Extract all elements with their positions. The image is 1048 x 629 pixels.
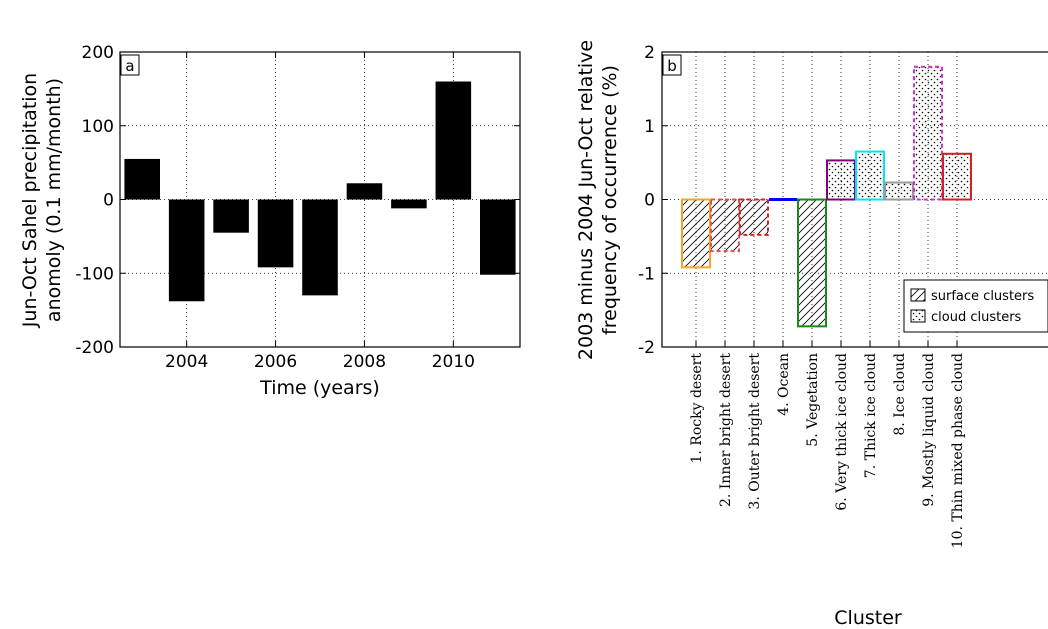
panel-a-label-box: a: [120, 54, 140, 76]
category-label: 4. Ocean: [776, 353, 792, 416]
y-tick-label: -1: [638, 264, 655, 284]
panel-b-label-box: b: [662, 54, 682, 76]
panel-b-frame: [661, 51, 1048, 348]
bar: [302, 199, 338, 296]
category-label: 8. Ice cloud: [892, 353, 908, 436]
x-tick-label: 2008: [343, 352, 386, 372]
y-tick-label: -200: [75, 338, 114, 358]
legend-label-cloud: cloud clusters: [931, 310, 1022, 325]
category-label: 3. Outer bright desert: [747, 353, 763, 510]
panel-b-legend: surface clusters cloud clusters: [903, 279, 1048, 333]
panel-b-ylabel-line1: 2003 minus 2004 Jun-Oct relative: [575, 40, 597, 360]
panel-a-ticks: -200 -100 0 100 200 2004 2006 2008 2010: [75, 43, 520, 372]
panel-a-frame: [119, 51, 521, 348]
panel-b-label: b: [667, 57, 677, 75]
category-label: 5. Vegetation: [805, 353, 821, 447]
panel-a-ylabel-line2: anomoly (0.1 mm/month): [43, 78, 65, 322]
panel-a-ylabel-line1: Jun-Oct Sahel precipitation: [19, 73, 41, 328]
bar: [391, 199, 427, 209]
bar-6: [826, 159, 856, 201]
y-tick-label: 0: [103, 191, 114, 211]
panel-b-bars: [681, 65, 972, 328]
category-label: 10. Thin mixed phase cloud: [950, 353, 966, 548]
bar: [435, 81, 472, 200]
bar-2: [710, 198, 740, 253]
category-label: 6. Very thick ice cloud: [834, 353, 850, 511]
bar: [168, 199, 205, 302]
bar-5: [797, 198, 827, 328]
x-tick-label: 2010: [432, 352, 475, 372]
y-tick-label: 100: [82, 117, 114, 137]
category-label: 2. Inner bright desert: [718, 353, 734, 507]
bar-4: [769, 198, 797, 201]
panel-a-label: a: [125, 57, 134, 75]
y-tick-label: -100: [75, 264, 114, 284]
bar: [257, 199, 294, 268]
bar-10: [942, 152, 972, 201]
legend-swatch-cloud: [910, 309, 926, 323]
y-tick-label: 1: [644, 117, 655, 137]
category-label: 9. Mostly liquid cloud: [921, 353, 937, 507]
category-label: 7. Thick ice cloud: [863, 353, 879, 478]
category-label: 1. Rocky desert: [689, 353, 705, 464]
x-tick-label: 2004: [165, 352, 208, 372]
bar-3: [739, 198, 769, 236]
bar-7: [855, 150, 885, 201]
y-tick-label: 2: [644, 43, 655, 63]
panel-a: -200 -100 0 100 200 2004 2006 2008 2010 a Time (…: [19, 43, 521, 399]
bar: [480, 199, 516, 275]
y-tick-label: -2: [638, 338, 655, 358]
panel-b-ticks: -2 -1 0 1 2: [638, 43, 958, 358]
bar: [346, 183, 383, 200]
panel-b-category-labels: 1. Rocky desert 2. Inner bright desert 3. …: [689, 353, 966, 549]
panel-a-ylabel: Jun-Oct Sahel precipitation anomoly (0.1…: [19, 73, 65, 328]
y-tick-label: 0: [644, 191, 655, 211]
panel-a-xlabel: Time (years): [259, 377, 380, 399]
legend-swatch-surface: [910, 288, 926, 302]
panel-a-bars: [124, 81, 516, 302]
panel-b-xlabel: Cluster: [834, 607, 902, 629]
bar-1: [681, 198, 711, 269]
panel-b-ylabel: 2003 minus 2004 Jun-Oct relative frequen…: [575, 40, 621, 360]
y-tick-label: 200: [82, 43, 114, 63]
bar: [124, 158, 160, 200]
bar-9: [913, 65, 943, 201]
x-tick-label: 2006: [254, 352, 297, 372]
bar-8: [884, 181, 914, 201]
legend-box: [903, 279, 1048, 333]
panel-b: -2 -1 0 1 2 b 1. Rocky desert 2. Inner bright…: [575, 40, 1048, 629]
panel-b-ylabel-line2: frequency of occurrence (%): [599, 65, 621, 335]
bar: [213, 199, 249, 233]
legend-label-surface: surface clusters: [931, 289, 1034, 304]
